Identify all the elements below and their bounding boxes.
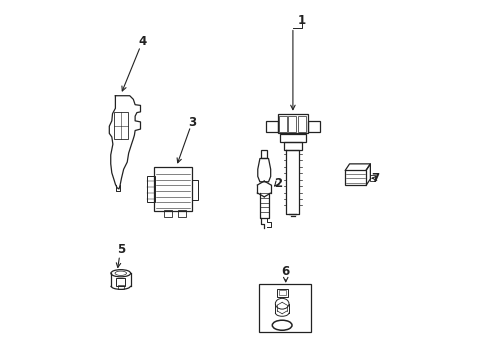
Bar [118,285,123,289]
Bar [278,291,285,295]
Bar [276,289,287,297]
Text: 5: 5 [117,243,124,256]
Text: 3: 3 [188,116,196,129]
Bar [178,210,185,217]
Ellipse shape [115,271,126,275]
Bar [307,121,319,132]
Bar [114,112,128,139]
Bar [345,170,366,185]
Bar [154,167,191,211]
Text: 7: 7 [370,172,379,185]
Text: 2: 2 [274,177,282,190]
Bar [116,278,125,286]
Bar [284,141,301,149]
Bar [288,116,296,132]
Bar [277,114,307,134]
Bar [191,180,198,200]
Text: 6: 6 [281,265,289,278]
Bar [146,176,154,202]
Bar [265,121,277,132]
Bar [297,116,305,132]
Bar [279,116,286,132]
Text: 4: 4 [138,35,146,49]
Bar [369,175,375,181]
Text: 1: 1 [297,14,305,27]
Bar [258,284,310,332]
Bar [280,134,305,142]
Bar [261,149,266,158]
Bar [163,210,171,217]
